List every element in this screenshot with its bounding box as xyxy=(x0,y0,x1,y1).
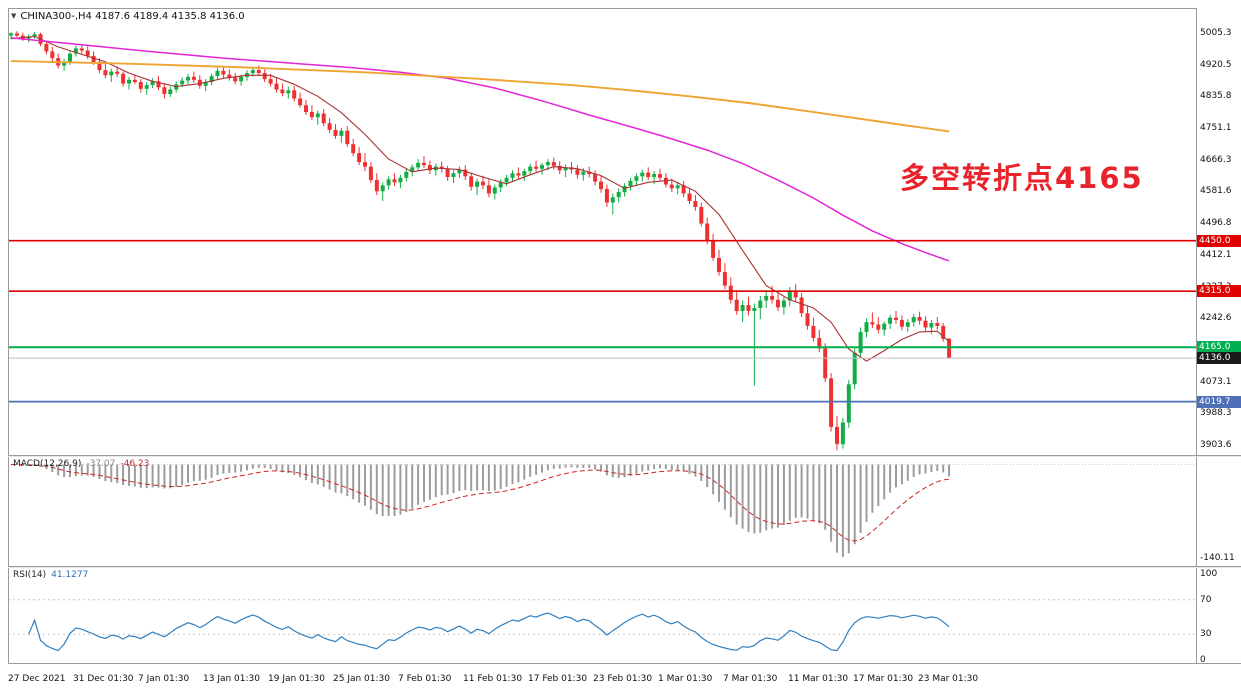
date-axis-label: 23 Mar 01:30 xyxy=(918,674,979,684)
ma-fast xyxy=(10,35,950,362)
rsi-pane-splitter[interactable] xyxy=(8,566,1241,567)
macd-pane-splitter[interactable] xyxy=(8,455,1241,456)
macd-value: -37.07 xyxy=(86,459,116,469)
price-axis-label: 4835.8 xyxy=(1200,91,1232,102)
date-axis-label: 23 Feb 01:30 xyxy=(593,674,653,684)
rsi-canvas[interactable] xyxy=(8,568,1196,662)
price-axis-label: 4496.8 xyxy=(1200,218,1232,229)
symbol-ohlc-readout: CHINA300-,H4 4187.6 4189.4 4135.8 4136.0 xyxy=(20,11,245,22)
chart-frame-left xyxy=(8,8,9,664)
macd-scale-label: -140.11 xyxy=(1200,553,1235,563)
date-axis-label: 1 Mar 01:30 xyxy=(658,674,713,684)
collapse-chart-icon[interactable]: ▼ xyxy=(11,12,17,20)
date-axis-label: 31 Dec 01:30 xyxy=(73,674,134,684)
macd-signal-value: -46.23 xyxy=(120,459,150,469)
date-axis-label: 25 Jan 01:30 xyxy=(333,674,390,684)
date-axis-label: 11 Mar 01:30 xyxy=(788,674,849,684)
price-badge-4450.0: 4450.0 xyxy=(1196,234,1241,247)
price-axis-label: 5005.3 xyxy=(1200,27,1232,38)
price-badge-4165.0: 4165.0 xyxy=(1196,341,1241,354)
price-axis-label: 4581.6 xyxy=(1200,186,1232,197)
price-chart-canvas[interactable] xyxy=(8,8,1196,455)
rsi-level-lines xyxy=(8,599,1196,635)
symbol-info: ▼ CHINA300-,H4 4187.6 4189.4 4135.8 4136.… xyxy=(11,11,245,22)
price-axis-label: 4920.5 xyxy=(1200,59,1232,70)
ma-mid xyxy=(10,37,950,262)
rsi-scale-label: 30 xyxy=(1200,629,1212,640)
price-badge-4315.0: 4315.0 xyxy=(1196,285,1241,298)
chart-frame-top xyxy=(8,8,1197,9)
date-axis-label: 13 Jan 01:30 xyxy=(203,674,260,684)
macd-histogram xyxy=(15,464,951,557)
rsi-scale-label: 70 xyxy=(1200,594,1212,605)
date-axis-label: 17 Mar 01:30 xyxy=(853,674,914,684)
macd-name: MACD(12,26,9) xyxy=(13,459,82,469)
price-badge-4019.7: 4019.7 xyxy=(1196,395,1241,408)
price-badge-4136.0: 4136.0 xyxy=(1196,352,1241,365)
price-axis[interactable]: 5005.3 4920.5 4835.8 4751.1 4666.3 4581.6 4496… xyxy=(1196,0,1241,693)
date-axis-label: 17 Feb 01:30 xyxy=(528,674,588,684)
date-axis-label: 27 Dec 2021 xyxy=(8,674,66,684)
date-axis-label: 7 Feb 01:30 xyxy=(398,674,452,684)
price-axis-separator xyxy=(1196,8,1197,664)
price-axis-label: 4412.1 xyxy=(1200,249,1232,260)
rsi-scale-label: 0 xyxy=(1200,655,1206,665)
annotation-text: 多空转折点4165 xyxy=(900,161,1144,195)
macd-readout: MACD(12,26,9) -37.07 -46.23 xyxy=(13,459,149,469)
rsi-line xyxy=(28,612,950,652)
time-axis-separator xyxy=(8,663,1241,664)
price-axis-label: 3903.6 xyxy=(1200,440,1232,451)
price-axis-label: 3988.3 xyxy=(1200,408,1232,419)
macd-canvas[interactable] xyxy=(8,457,1196,565)
rsi-name: RSI(14) xyxy=(13,570,47,580)
rsi-value: 41.1277 xyxy=(51,570,89,580)
macd-pane-splitter-highlight xyxy=(8,456,1241,457)
rsi-pane-splitter-highlight xyxy=(8,567,1241,568)
ma-slow xyxy=(10,60,950,133)
macd-signal-line xyxy=(10,464,950,542)
price-axis-label: 4666.3 xyxy=(1200,154,1232,165)
date-axis-label: 19 Jan 01:30 xyxy=(268,674,325,684)
price-axis-label: 4242.6 xyxy=(1200,313,1232,324)
rsi-readout: RSI(14) 41.1277 xyxy=(13,570,88,580)
date-axis-label: 7 Mar 01:30 xyxy=(723,674,778,684)
rsi-scale-label: 100 xyxy=(1200,569,1218,579)
date-axis-label: 11 Feb 01:30 xyxy=(463,674,523,684)
price-axis-label: 4751.1 xyxy=(1200,123,1232,133)
date-axis-label: 7 Jan 01:30 xyxy=(138,674,190,684)
price-axis-label: 4073.1 xyxy=(1200,376,1232,387)
